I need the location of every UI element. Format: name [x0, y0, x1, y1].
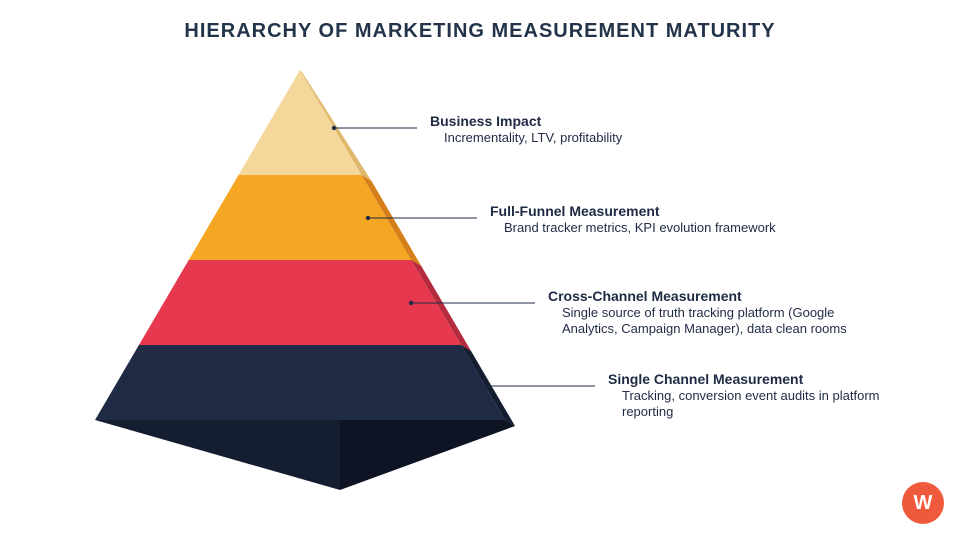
- annotations-layer: Business ImpactIncrementality, LTV, prof…: [0, 0, 960, 540]
- annotation-heading: Full-Funnel Measurement: [490, 203, 790, 220]
- annotation-2: Cross-Channel MeasurementSingle source o…: [548, 288, 848, 337]
- annotation-heading: Single Channel Measurement: [608, 371, 908, 388]
- annotation-heading: Business Impact: [430, 113, 730, 130]
- annotation-0: Business ImpactIncrementality, LTV, prof…: [430, 113, 730, 146]
- brand-logo: W: [902, 482, 944, 524]
- annotation-desc: Brand tracker metrics, KPI evolution fra…: [490, 220, 790, 236]
- annotation-desc: Tracking, conversion event audits in pla…: [608, 388, 908, 421]
- annotation-heading: Cross-Channel Measurement: [548, 288, 848, 305]
- annotation-desc: Single source of truth tracking platform…: [548, 305, 848, 338]
- canvas: HIERARCHY OF MARKETING MEASUREMENT MATUR…: [0, 0, 960, 540]
- annotation-desc: Incrementality, LTV, profitability: [430, 130, 730, 146]
- annotation-1: Full-Funnel MeasurementBrand tracker met…: [490, 203, 790, 236]
- annotation-3: Single Channel MeasurementTracking, conv…: [608, 371, 908, 420]
